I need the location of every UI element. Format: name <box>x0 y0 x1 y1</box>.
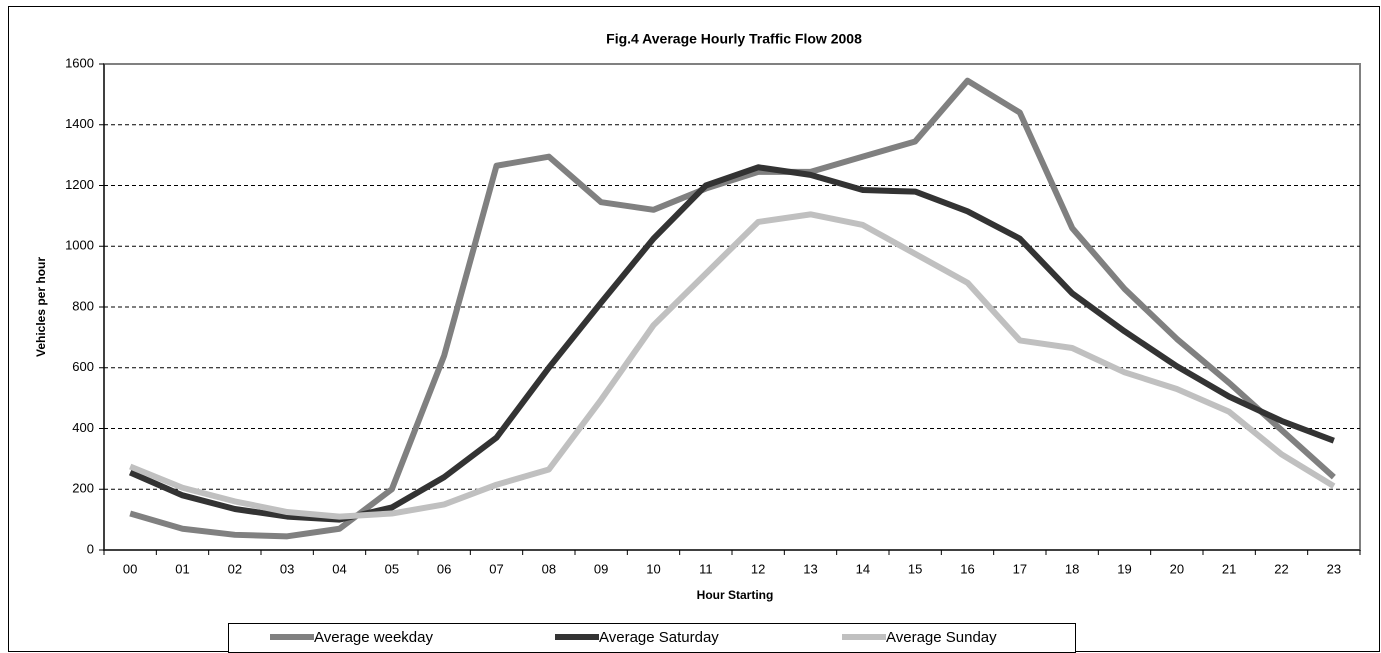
y-tick-label: 1400 <box>65 116 94 131</box>
y-tick-label: 200 <box>72 481 94 496</box>
y-tick-label: 1200 <box>65 177 94 192</box>
x-tick-label: 16 <box>960 561 974 576</box>
y-tick-label: 800 <box>72 298 94 313</box>
x-tick-label: 14 <box>856 561 870 576</box>
legend-box <box>228 623 1076 653</box>
x-tick-label: 21 <box>1222 561 1236 576</box>
x-tick-label: 01 <box>175 561 189 576</box>
x-tick-label: 00 <box>123 561 137 576</box>
x-tick-label: 18 <box>1065 561 1079 576</box>
legend-label: Average Saturday <box>599 629 719 646</box>
x-tick-label: 08 <box>542 561 556 576</box>
x-tick-label: 22 <box>1274 561 1288 576</box>
x-tick-label: 17 <box>1013 561 1027 576</box>
legend-label: Average weekday <box>314 629 433 646</box>
series-line <box>129 77 1336 540</box>
x-axis-label: Hour Starting <box>697 588 774 602</box>
series-line <box>129 211 1336 520</box>
y-tick-label: 600 <box>72 359 94 374</box>
y-tick-label: 1600 <box>65 55 94 70</box>
x-tick-label: 11 <box>699 561 713 576</box>
x-tick-label: 19 <box>1117 561 1131 576</box>
legend-label: Average Sunday <box>886 629 997 646</box>
x-tick-label: 02 <box>228 561 242 576</box>
y-tick-label: 1000 <box>65 238 94 253</box>
y-tick-label: 0 <box>87 541 94 556</box>
x-tick-label: 15 <box>908 561 922 576</box>
y-tick-label: 400 <box>72 420 94 435</box>
series-line <box>128 164 1335 523</box>
x-tick-label: 06 <box>437 561 451 576</box>
y-axis-label: Vehicles per hour <box>34 257 48 357</box>
x-tick-label: 03 <box>280 561 294 576</box>
x-tick-label: 10 <box>646 561 660 576</box>
x-tick-label: 05 <box>385 561 399 576</box>
x-tick-label: 09 <box>594 561 608 576</box>
x-tick-label: 07 <box>489 561 503 576</box>
x-tick-label: 12 <box>751 561 765 576</box>
x-tick-label: 04 <box>332 561 346 576</box>
x-tick-label: 13 <box>803 561 817 576</box>
x-tick-label: 23 <box>1327 561 1341 576</box>
chart-title: Fig.4 Average Hourly Traffic Flow 2008 <box>606 31 862 47</box>
x-tick-label: 20 <box>1170 561 1184 576</box>
